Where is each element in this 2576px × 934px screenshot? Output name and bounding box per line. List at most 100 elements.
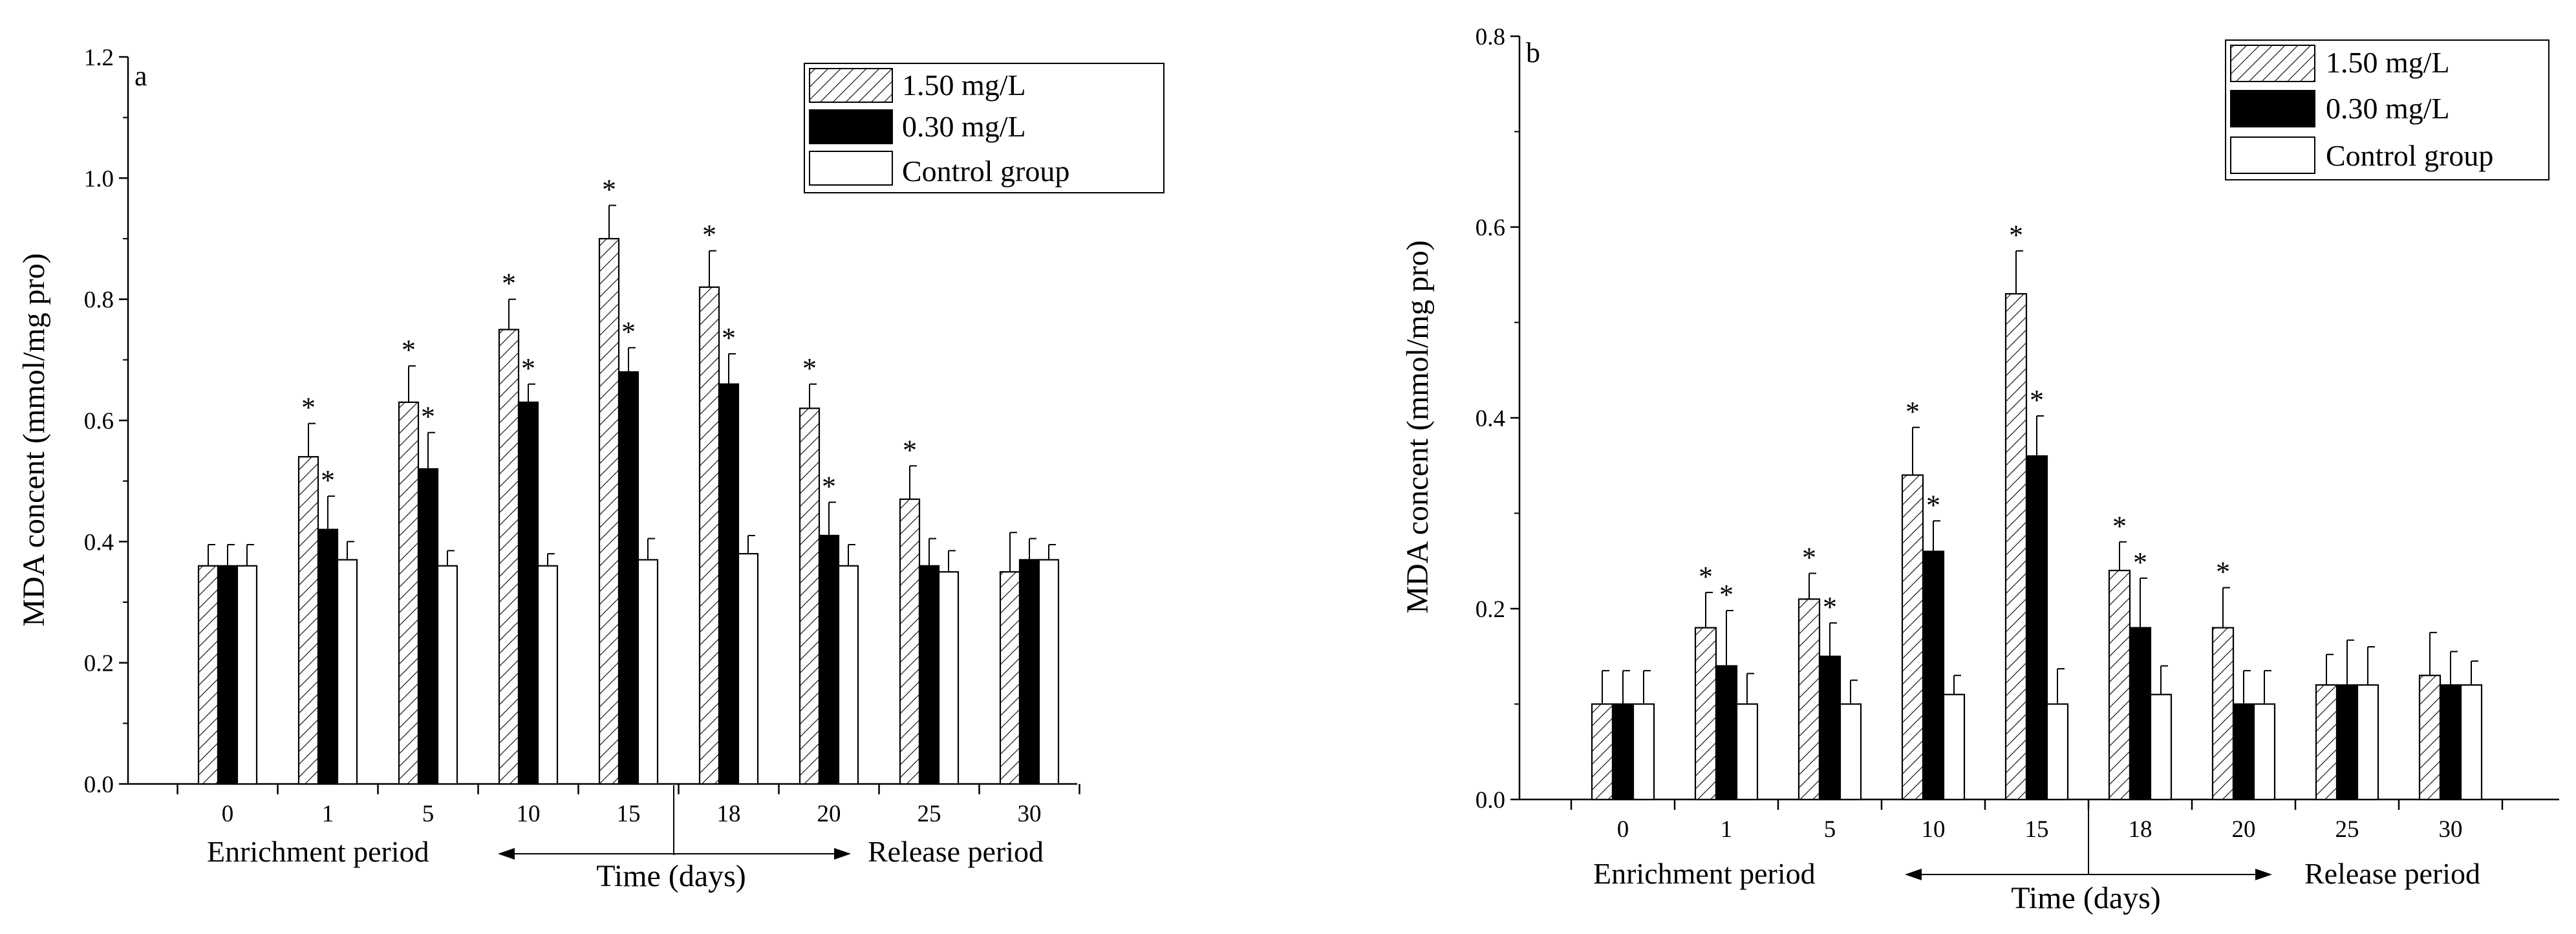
legend-swatch-solid [809,109,893,144]
x-tick-label: 5 [1824,816,1836,843]
y-tick-label: 0.8 [84,287,114,314]
x-tick-label: 15 [2025,816,2049,843]
legend-label: Control group [902,155,1069,188]
bar [1632,703,1655,801]
bar [317,528,339,785]
legend-label: 1.50 mg/L [2326,46,2450,79]
y-tick-label: 0.0 [1476,787,1505,814]
significance-marker: * [602,173,616,205]
bar [2108,569,2131,801]
bar [236,565,258,785]
period-annotation: Enrichment period Release period Time (d… [1593,802,2480,915]
legend: 1.50 mg/L 0.30 mg/L Control group [2225,39,2549,180]
bar [999,571,1021,785]
significance-marker: * [321,464,335,496]
left-arrowhead [1905,869,1922,880]
bar [1611,703,1635,801]
significance-marker: * [521,353,535,384]
bar [1798,598,1821,801]
period-right-label: Release period [868,835,1044,868]
bar [398,401,420,785]
significance-marker: * [1823,591,1837,623]
x-tick-label: 5 [422,801,435,827]
bar [698,286,720,785]
legend-label: 0.30 mg/L [2326,92,2450,125]
bar [737,552,759,785]
legend-label: 1.50 mg/L [902,69,1026,102]
significance-marker: * [1719,579,1733,611]
bar [2046,703,2069,801]
bar [837,565,859,785]
significance-marker: * [702,219,716,251]
significance-marker: * [802,353,817,384]
legend-swatch-open [2230,136,2315,174]
bar [2335,684,2359,801]
y-tick-label: 0.0 [84,772,114,798]
bar [617,371,639,785]
bar [436,565,458,785]
y-tick-label: 0.4 [1476,406,1505,432]
bar [637,559,659,785]
period-annotation: Enrichment period Release period Time (d… [207,785,1044,893]
x-tick-label: 20 [2232,816,2256,843]
chart-panel-a: a MDA concent (mmol/mg pro) 0.0 0.2 0.4 0.6… [17,45,1165,893]
bar [197,565,219,785]
panel-label: a [134,60,147,92]
y-tick-label: 1.0 [84,166,114,192]
bar [938,571,960,785]
significance-marker: * [2030,384,2044,416]
significance-marker: * [2216,556,2230,588]
significance-marker: * [301,392,316,424]
x-tick-label: 0 [222,801,234,827]
bar [2149,693,2173,801]
significance-marker: * [722,322,736,354]
bar [918,565,940,785]
axes: 0.00.20.40.60.80 1 5 10 15 18 20 25 30 [1476,24,2559,843]
bars: * * * * * * * * * * * * * [197,173,1060,785]
legend-label: Control group [2326,139,2493,172]
x-tick-label: 15 [617,801,641,827]
significance-marker: * [903,434,917,466]
bar [1715,665,1738,801]
legend-swatch-solid [2230,90,2315,127]
bar [2025,455,2048,801]
bar [1018,559,1040,785]
y-tick-label: 0.6 [1476,215,1505,241]
bar [899,498,921,785]
significance-marker: * [1926,489,1940,521]
y-axis-title: MDA concent (mmol/mg pro) [17,253,51,626]
x-tick-label: 1 [1721,816,1733,843]
panel-label: b [1526,37,1540,69]
y-tick-label: 0.8 [1476,24,1505,50]
bar [2129,627,2152,801]
bar [336,559,358,785]
legend: 1.50 mg/L 0.30 mg/L Control group [804,63,1165,193]
significance-marker: * [2009,219,2023,251]
right-arrowhead [834,848,851,860]
bar [2232,703,2255,801]
x-tick-label: 10 [1922,816,1946,843]
bar [1839,703,1862,801]
x-tick-label: 25 [918,801,941,827]
x-tick-label: 30 [2439,816,2463,843]
bar [1942,693,1966,801]
x-tick-label: 0 [1617,816,1629,843]
x-axis-title: Time (days) [2011,881,2161,915]
x-tick-label: 20 [817,801,841,827]
bar [818,534,840,785]
x-tick-label: 30 [1018,801,1042,827]
period-right-label: Release period [2304,857,2480,890]
bar [417,468,439,785]
x-axis-title: Time (days) [596,859,746,893]
significance-marker: * [1905,396,1920,428]
bar [2356,684,2379,801]
legend-label: 0.30 mg/L [902,110,1026,143]
chart-panel-b: b MDA concent (mmol/mg pro) 0.0 0.2 0.4 0.6… [1401,24,2559,915]
bar [498,329,520,785]
legend-swatch-hatch [2230,45,2315,82]
y-tick-label: 0.4 [84,529,114,556]
significance-marker: * [402,334,416,366]
axes: 0.00.20.40.60.81.01.20 1 5 10 15 18 20 25 30 [84,45,1080,827]
x-tick-label: 18 [717,801,741,827]
